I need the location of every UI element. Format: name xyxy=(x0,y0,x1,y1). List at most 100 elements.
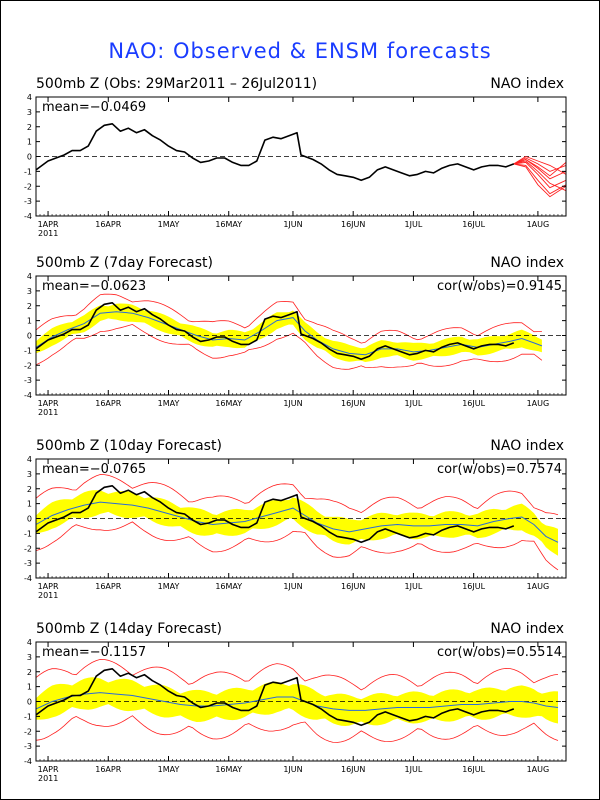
panel-index-label: NAO index xyxy=(490,255,564,271)
y-tick-label: 3 xyxy=(27,287,32,296)
x-tick-label: 16JUL xyxy=(462,582,485,591)
correlation-label: cor(w/obs)=0.7574 xyxy=(437,462,562,477)
panel-title: 500mb Z (14day Forecast) xyxy=(36,621,222,637)
spread-band xyxy=(36,490,558,556)
x-tick-label: 1MAY xyxy=(158,220,180,229)
forecast-member-line-7 xyxy=(513,163,567,198)
correlation-label: cor(w/obs)=0.5514 xyxy=(437,645,562,660)
x-tick-label: 1JUN xyxy=(283,399,302,408)
y-tick-label: -3 xyxy=(24,197,32,206)
page-title: NAO: Observed & ENSM forecasts xyxy=(108,39,492,63)
x-tick-label: 16JUN xyxy=(341,220,365,229)
x-tick-label: 1JUL xyxy=(405,582,423,591)
chart-panel-3: 500mb Z (10day Forecast) NAO index 4 3 2 1 0 -1… xyxy=(24,438,567,600)
panel-index-label: NAO index xyxy=(490,438,564,454)
x-tick-label: 1APR xyxy=(38,220,59,229)
x-tick-label: 1APR xyxy=(38,765,59,774)
y-tick-label: -4 xyxy=(24,757,32,766)
observed-line xyxy=(35,484,515,544)
y-tick-label: 0 xyxy=(27,153,32,162)
x-tick-label: 1JUN xyxy=(283,220,302,229)
x-tick-label: 1AUG xyxy=(527,399,550,408)
year-label: 2011 xyxy=(38,408,58,417)
mean-label: mean=−0.0469 xyxy=(42,100,146,115)
x-tick-label: 16APR xyxy=(95,765,121,774)
y-tick-label: 1 xyxy=(27,138,32,147)
chart-panel-2: 500mb Z (7day Forecast) NAO index 4 3 2 1 0 -1 -… xyxy=(24,255,567,417)
x-tick-label: 16MAY xyxy=(215,399,242,408)
y-tick-label: 1 xyxy=(27,317,32,326)
x-tick-label: 16APR xyxy=(95,220,121,229)
member-min-line xyxy=(35,715,559,743)
y-tick-label: 3 xyxy=(27,653,32,662)
member-min-line xyxy=(35,521,559,571)
y-tick-label: -1 xyxy=(24,167,32,176)
y-tick-label: 4 xyxy=(27,93,32,102)
y-tick-label: 1 xyxy=(27,500,32,509)
y-tick-label: -2 xyxy=(24,544,32,553)
year-label: 2011 xyxy=(38,774,58,783)
mean-label: mean=−0.1157 xyxy=(42,645,146,660)
y-tick-label: 4 xyxy=(27,455,32,464)
panel-title: 500mb Z (Obs: 29Mar2011 – 26Jul2011) xyxy=(36,76,317,92)
y-tick-label: 2 xyxy=(27,668,32,677)
y-tick-label: 0 xyxy=(27,332,32,341)
member-max-line xyxy=(35,474,559,516)
forecast-member-line-4 xyxy=(513,163,567,195)
observed-line xyxy=(35,667,515,727)
x-tick-label: 1MAY xyxy=(158,582,180,591)
y-tick-label: -1 xyxy=(24,346,32,355)
x-tick-label: 1JUN xyxy=(283,582,302,591)
y-tick-label: -4 xyxy=(24,212,32,221)
y-tick-label: 0 xyxy=(27,698,32,707)
member-max-line xyxy=(35,293,542,344)
y-tick-label: 1 xyxy=(27,683,32,692)
y-tick-label: -4 xyxy=(24,391,32,400)
x-tick-label: 1APR xyxy=(38,399,59,408)
x-tick-label: 16MAY xyxy=(215,220,242,229)
forecast-member-line-8 xyxy=(513,159,567,177)
panel-title: 500mb Z (10day Forecast) xyxy=(36,438,222,454)
x-tick-label: 16JUL xyxy=(462,765,485,774)
x-tick-label: 16MAY xyxy=(215,582,242,591)
year-label: 2011 xyxy=(38,229,58,238)
y-tick-label: 2 xyxy=(27,485,32,494)
x-tick-label: 1JUL xyxy=(405,220,423,229)
chart-panel-4: 500mb Z (14day Forecast) NAO index 4 3 2 1 0 -1… xyxy=(24,621,567,783)
x-tick-label: 1JUN xyxy=(283,765,302,774)
y-tick-label: -3 xyxy=(24,376,32,385)
x-tick-label: 1JUL xyxy=(405,399,423,408)
member-max-line xyxy=(35,658,559,691)
forecast-member-line-3 xyxy=(513,157,567,172)
chart-panel-1: 500mb Z (Obs: 29Mar2011 – 26Jul2011) NAO … xyxy=(24,76,567,238)
mean-label: mean=−0.0765 xyxy=(42,462,146,477)
correlation-label: cor(w/obs)=0.9145 xyxy=(437,279,562,294)
y-tick-label: -1 xyxy=(24,712,32,721)
y-tick-label: -4 xyxy=(24,574,32,583)
y-tick-label: -2 xyxy=(24,182,32,191)
y-tick-label: 3 xyxy=(27,108,32,117)
panel-title: 500mb Z (7day Forecast) xyxy=(36,255,213,271)
ensemble-mean-line xyxy=(35,501,559,543)
y-tick-label: 4 xyxy=(27,272,32,281)
x-tick-label: 16APR xyxy=(95,582,121,591)
y-tick-label: 0 xyxy=(27,515,32,524)
x-tick-label: 1MAY xyxy=(158,399,180,408)
y-tick-label: -2 xyxy=(24,361,32,370)
x-tick-label: 16JUN xyxy=(341,582,365,591)
observed-line xyxy=(35,301,515,361)
x-tick-label: 16JUL xyxy=(462,220,485,229)
x-tick-label: 1AUG xyxy=(527,220,550,229)
forecast-member-line-5 xyxy=(513,160,567,192)
y-tick-label: 4 xyxy=(27,638,32,647)
observed-line xyxy=(35,123,515,182)
y-tick-label: -3 xyxy=(24,559,32,568)
forecast-member-line-2 xyxy=(513,161,567,189)
x-tick-label: 16APR xyxy=(95,399,121,408)
year-label: 2011 xyxy=(38,591,58,600)
x-tick-label: 16JUL xyxy=(462,399,485,408)
x-tick-label: 16MAY xyxy=(215,765,242,774)
x-tick-label: 16JUN xyxy=(341,399,365,408)
panel-index-label: NAO index xyxy=(490,76,564,92)
